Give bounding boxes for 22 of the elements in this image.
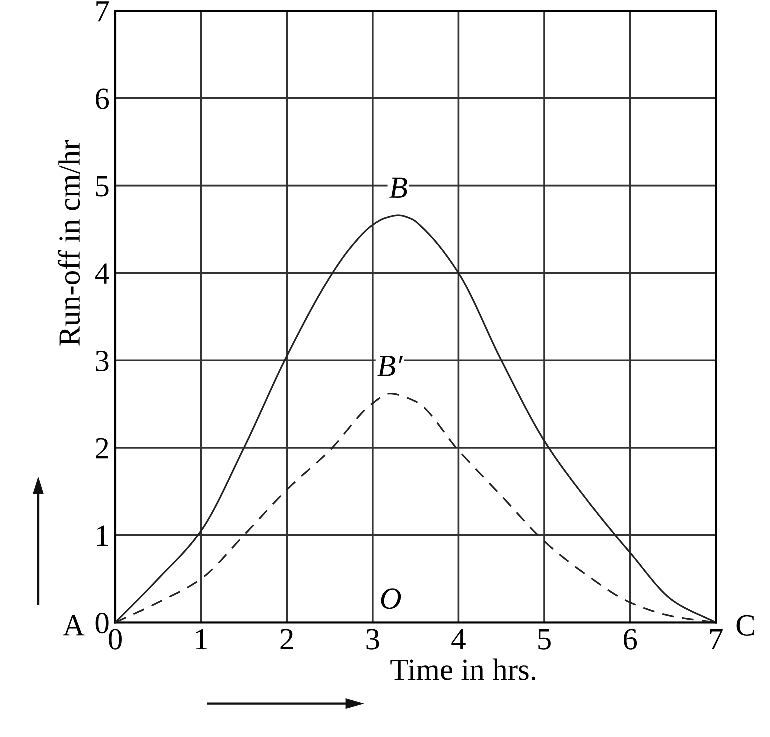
y-tick-label: 7 [96, 2, 110, 22]
y-tick-label: 6 [96, 88, 110, 110]
annotation: A [63, 615, 85, 636]
x-tick-label: 7 [710, 630, 723, 650]
y-tick-label: 2 [96, 438, 108, 459]
y-axis-title: Run-off in cm/hr [58, 140, 80, 346]
x-tick-label: 6 [624, 629, 638, 650]
annotation: B [390, 178, 408, 198]
x-tick-label: 2 [280, 629, 294, 650]
annotation: B′ [378, 356, 404, 376]
y-tick-label: 0 [96, 613, 109, 634]
annotation: C [736, 615, 754, 636]
annotation: O [381, 588, 402, 610]
x-axis-title: Time in hrs. [390, 658, 536, 680]
x-tick-label: 3 [366, 629, 380, 650]
y-tick-label: 3 [96, 350, 109, 372]
x-tick-label: 5 [538, 630, 551, 650]
x-tick-label: 1 [196, 629, 208, 650]
y-tick-label: 5 [96, 176, 109, 197]
y-tick-label: 1 [97, 526, 108, 546]
y-tick-label: 4 [95, 264, 110, 284]
x-tick-label: 4 [452, 629, 466, 650]
